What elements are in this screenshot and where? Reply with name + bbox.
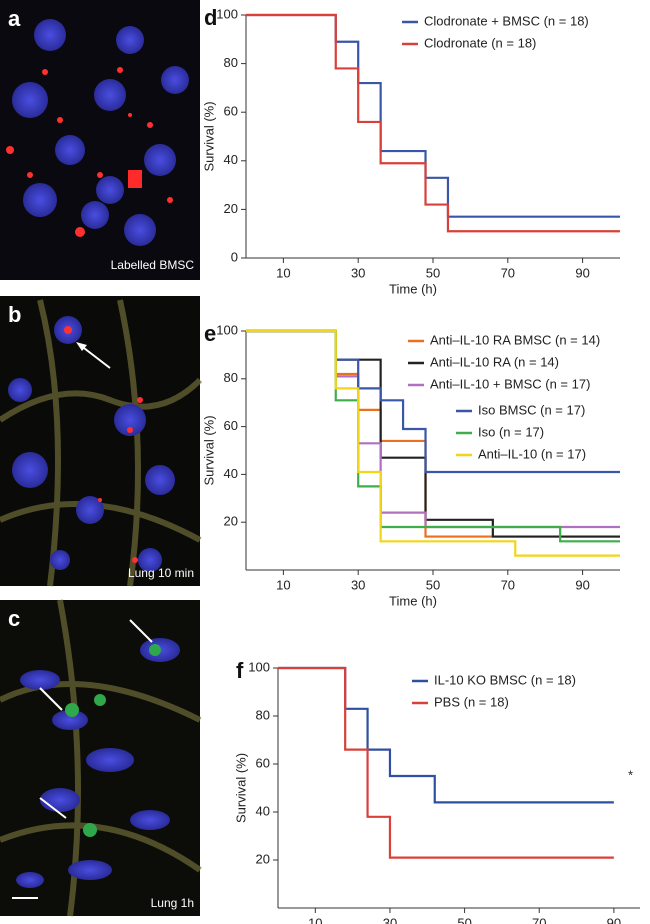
x-tick-label: 90 xyxy=(575,577,589,592)
x-tick-label: 50 xyxy=(426,577,440,592)
y-tick-label: 80 xyxy=(256,707,270,722)
y-axis-label: Survival (%) xyxy=(201,415,216,485)
y-tick-label: 60 xyxy=(256,755,270,770)
image-c xyxy=(0,599,202,917)
legend-label: Anti–IL-10 (n = 17) xyxy=(478,446,586,461)
y-tick-label: 100 xyxy=(248,659,270,674)
y-tick-label: 20 xyxy=(224,201,238,216)
survival-line xyxy=(246,13,620,233)
legend-label: Clodronate + BMSC (n = 18) xyxy=(424,13,589,28)
panel-letter: b xyxy=(8,302,21,327)
y-tick-label: 0 xyxy=(231,249,238,264)
x-axis-label: Time (h) xyxy=(389,593,437,608)
y-tick-label: 40 xyxy=(224,466,238,481)
y-tick-label: 100 xyxy=(216,322,238,337)
x-tick-label: 30 xyxy=(383,915,397,924)
y-tick-label: 40 xyxy=(256,803,270,818)
legend-label: IL-10 KO BMSC (n = 18) xyxy=(434,672,576,687)
legend-label: Anti–IL-10 RA (n = 14) xyxy=(430,354,559,369)
image-caption: Labelled BMSC xyxy=(111,258,195,272)
legend-label: Clodronate (n = 18) xyxy=(424,35,536,50)
y-tick-label: 100 xyxy=(216,6,238,21)
annotation: * xyxy=(628,767,633,782)
y-tick-label: 40 xyxy=(224,152,238,167)
x-tick-label: 50 xyxy=(457,915,471,924)
y-tick-label: 20 xyxy=(224,514,238,529)
legend-label: Iso BMSC (n = 17) xyxy=(478,402,585,417)
x-tick-label: 30 xyxy=(351,577,365,592)
x-tick-label: 10 xyxy=(276,577,290,592)
x-tick-label: 10 xyxy=(308,915,322,924)
survival-line xyxy=(278,666,614,804)
x-tick-label: 90 xyxy=(607,915,621,924)
legend-label: PBS (n = 18) xyxy=(434,694,509,709)
panel-letter: c xyxy=(8,606,20,631)
survival-line xyxy=(278,666,614,859)
x-tick-label: 70 xyxy=(501,265,515,280)
legend-label: Anti–IL-10 + BMSC (n = 17) xyxy=(430,376,590,391)
x-axis-label: Time (h) xyxy=(389,281,437,296)
panel-letter: a xyxy=(8,6,21,31)
image-a xyxy=(0,0,200,280)
x-tick-label: 50 xyxy=(426,265,440,280)
x-tick-label: 30 xyxy=(351,265,365,280)
panel-letter: e xyxy=(204,321,216,346)
y-axis-label: Survival (%) xyxy=(201,101,216,171)
y-tick-label: 20 xyxy=(256,851,270,866)
legend-label: Iso (n = 17) xyxy=(478,424,544,439)
image-b xyxy=(0,296,203,587)
y-tick-label: 60 xyxy=(224,418,238,433)
survival-line xyxy=(246,329,620,557)
y-tick-label: 80 xyxy=(224,370,238,385)
survival-line xyxy=(246,329,620,474)
survival-line xyxy=(246,329,620,543)
y-tick-label: 60 xyxy=(224,104,238,119)
x-tick-label: 70 xyxy=(501,577,515,592)
x-tick-label: 70 xyxy=(532,915,546,924)
y-axis-label: Survival (%) xyxy=(233,753,248,823)
image-caption: Lung 10 min xyxy=(128,566,194,580)
image-caption: Lung 1h xyxy=(151,896,194,910)
y-tick-label: 80 xyxy=(224,55,238,70)
x-tick-label: 90 xyxy=(575,265,589,280)
legend-label: Anti–IL-10 RA BMSC (n = 14) xyxy=(430,332,600,347)
panel-letter: d xyxy=(204,5,217,30)
panel-letter: f xyxy=(236,658,244,683)
x-tick-label: 10 xyxy=(276,265,290,280)
